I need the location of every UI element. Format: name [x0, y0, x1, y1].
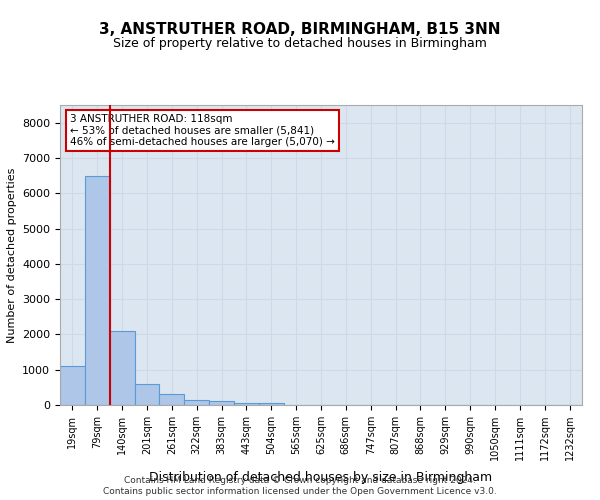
Bar	[234, 403, 259, 405]
Bar	[110, 331, 134, 405]
Bar	[160, 394, 184, 405]
X-axis label: Distribution of detached houses by size in Birmingham: Distribution of detached houses by size …	[149, 472, 493, 484]
Bar	[85, 176, 110, 405]
Bar	[134, 384, 160, 405]
Text: Contains HM Land Registry data © Crown copyright and database right 2024.: Contains HM Land Registry data © Crown c…	[124, 476, 476, 485]
Bar	[209, 402, 234, 405]
Bar	[184, 400, 209, 405]
Text: 3, ANSTRUTHER ROAD, BIRMINGHAM, B15 3NN: 3, ANSTRUTHER ROAD, BIRMINGHAM, B15 3NN	[99, 22, 501, 38]
Text: Contains public sector information licensed under the Open Government Licence v3: Contains public sector information licen…	[103, 488, 497, 496]
Y-axis label: Number of detached properties: Number of detached properties	[7, 168, 17, 342]
Text: Size of property relative to detached houses in Birmingham: Size of property relative to detached ho…	[113, 38, 487, 51]
Bar	[60, 366, 85, 405]
Text: 3 ANSTRUTHER ROAD: 118sqm
← 53% of detached houses are smaller (5,841)
46% of se: 3 ANSTRUTHER ROAD: 118sqm ← 53% of detac…	[70, 114, 335, 147]
Bar	[259, 403, 284, 405]
